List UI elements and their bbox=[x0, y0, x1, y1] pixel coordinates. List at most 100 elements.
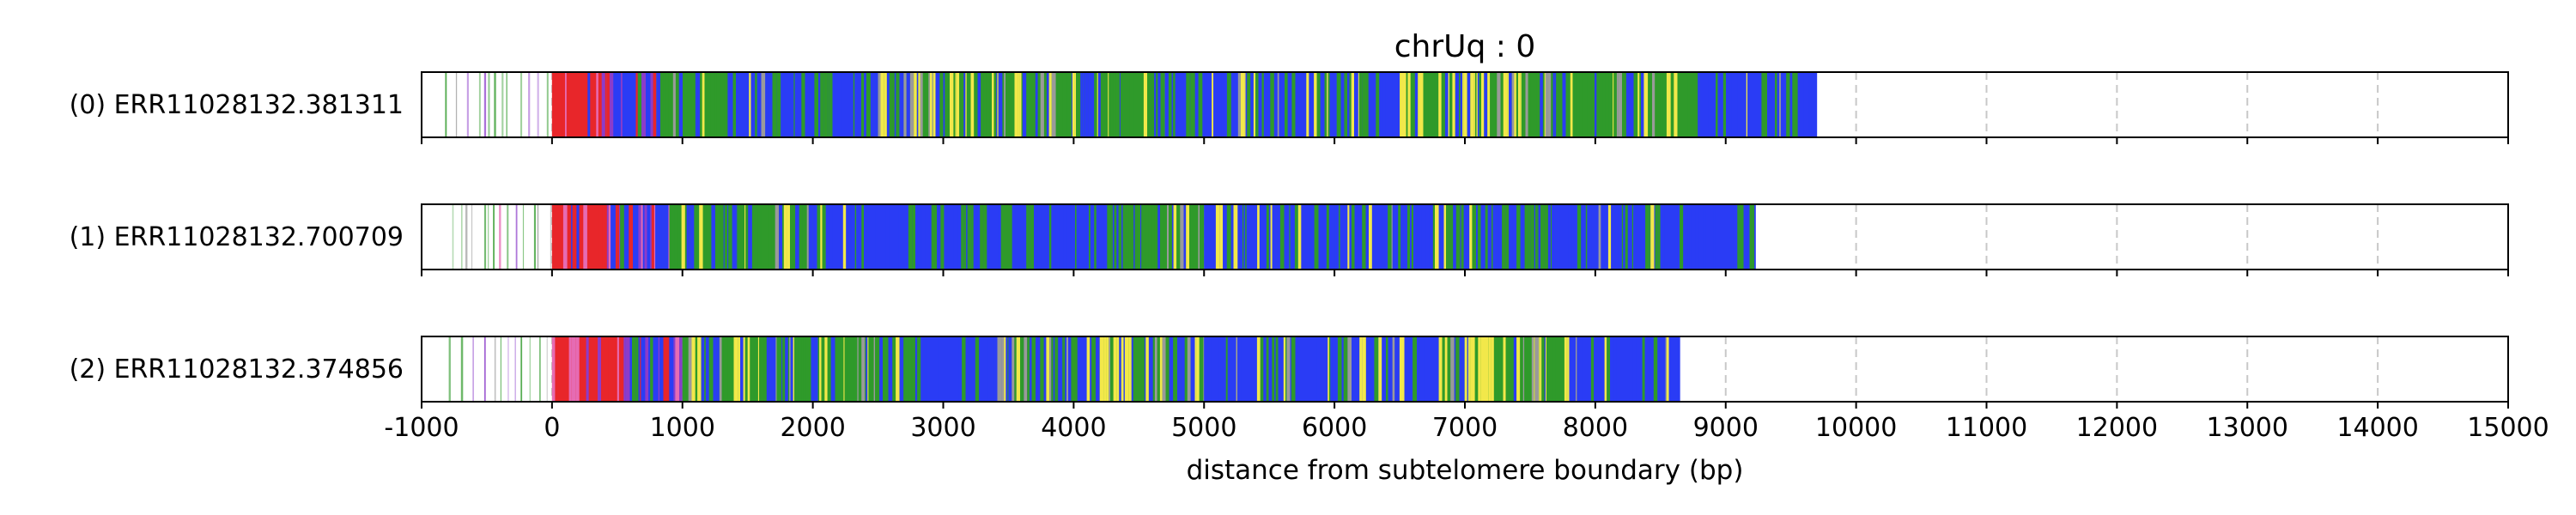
stripe bbox=[1515, 204, 1517, 270]
stripe bbox=[696, 72, 701, 137]
stripe bbox=[1613, 72, 1617, 137]
stripe bbox=[615, 336, 617, 402]
stripe bbox=[1324, 204, 1327, 270]
stripe bbox=[671, 72, 673, 137]
stripe bbox=[575, 336, 580, 402]
stripe bbox=[1263, 204, 1267, 270]
x-tick-label: 14000 bbox=[2336, 413, 2418, 443]
stripe bbox=[1270, 204, 1273, 270]
stripe bbox=[1066, 336, 1069, 402]
stripe bbox=[871, 204, 872, 270]
stripe bbox=[613, 204, 615, 270]
stripe bbox=[896, 336, 900, 402]
stripe bbox=[1213, 336, 1216, 402]
stripe bbox=[949, 204, 954, 270]
stripe bbox=[1737, 72, 1741, 137]
stripe bbox=[864, 72, 866, 137]
stripe bbox=[1438, 336, 1443, 402]
stripe bbox=[1659, 336, 1663, 402]
stripe bbox=[561, 204, 563, 270]
stripe bbox=[1365, 336, 1370, 402]
stripe bbox=[653, 72, 657, 137]
stripe bbox=[1534, 336, 1538, 402]
stripe bbox=[1764, 72, 1767, 137]
stripe bbox=[1096, 204, 1098, 270]
stripe bbox=[1256, 336, 1261, 402]
segment bbox=[606, 72, 657, 137]
stripe bbox=[583, 72, 588, 137]
stripe bbox=[1480, 336, 1485, 402]
stripe bbox=[620, 72, 623, 137]
stripe bbox=[1449, 204, 1454, 270]
stripe bbox=[782, 204, 784, 270]
stripe bbox=[798, 72, 802, 137]
stripe bbox=[1777, 72, 1780, 137]
stripe bbox=[1223, 204, 1225, 270]
stripe bbox=[1048, 204, 1052, 270]
stripe bbox=[669, 336, 674, 402]
stripe bbox=[809, 72, 813, 137]
stripe bbox=[886, 72, 890, 137]
stripe bbox=[858, 336, 862, 402]
stripe bbox=[756, 336, 758, 402]
stripe bbox=[1103, 336, 1107, 402]
stripe bbox=[805, 72, 810, 137]
stripe bbox=[1121, 72, 1123, 137]
stripe bbox=[768, 72, 773, 137]
stripe bbox=[1230, 204, 1232, 270]
stripe bbox=[1800, 72, 1804, 137]
stripe bbox=[1403, 72, 1406, 137]
stripe bbox=[736, 204, 738, 270]
stripe bbox=[1525, 336, 1528, 402]
stripe bbox=[1583, 336, 1585, 402]
stripe bbox=[1095, 72, 1097, 137]
stripe bbox=[1000, 204, 1005, 270]
stripe bbox=[875, 204, 878, 270]
stripe bbox=[1213, 204, 1216, 270]
stripe bbox=[1432, 204, 1435, 270]
stripe bbox=[592, 204, 596, 270]
stripe bbox=[1200, 72, 1203, 137]
stripe bbox=[889, 204, 892, 270]
stripe bbox=[934, 336, 939, 402]
stripe bbox=[1046, 72, 1049, 137]
stripe bbox=[1406, 204, 1407, 270]
stripe bbox=[1119, 336, 1121, 402]
stripe bbox=[766, 72, 769, 137]
stripe bbox=[1407, 204, 1410, 270]
stripe bbox=[1303, 336, 1305, 402]
stripe bbox=[1279, 204, 1285, 270]
stripe bbox=[448, 336, 451, 402]
stripe bbox=[1674, 72, 1678, 137]
stripe bbox=[965, 72, 967, 137]
stripe bbox=[953, 204, 958, 270]
stripe bbox=[1083, 336, 1085, 402]
stripe bbox=[720, 72, 725, 137]
stripe bbox=[1323, 336, 1328, 402]
stripe bbox=[1154, 336, 1157, 402]
stripe bbox=[1010, 336, 1012, 402]
stripe bbox=[1241, 336, 1244, 402]
stripe bbox=[1625, 72, 1631, 137]
stripe bbox=[1197, 72, 1199, 137]
stripe bbox=[1390, 336, 1393, 402]
stripe bbox=[1051, 204, 1054, 270]
stripe bbox=[751, 336, 755, 402]
stripe bbox=[783, 72, 787, 137]
stripe bbox=[1479, 72, 1480, 137]
stripe bbox=[1261, 72, 1264, 137]
stripe bbox=[1299, 72, 1302, 137]
stripe bbox=[1395, 204, 1399, 270]
stripe bbox=[1492, 72, 1496, 137]
stripe bbox=[875, 72, 878, 137]
stripe bbox=[1096, 336, 1100, 402]
stripe bbox=[1012, 204, 1015, 270]
stripe bbox=[968, 336, 970, 402]
stripe bbox=[857, 204, 862, 270]
stripe bbox=[1230, 72, 1236, 137]
stripe bbox=[1544, 336, 1546, 402]
stripe bbox=[1362, 72, 1365, 137]
stripe bbox=[1330, 336, 1333, 402]
stripe bbox=[1503, 336, 1506, 402]
stripe bbox=[650, 204, 652, 270]
